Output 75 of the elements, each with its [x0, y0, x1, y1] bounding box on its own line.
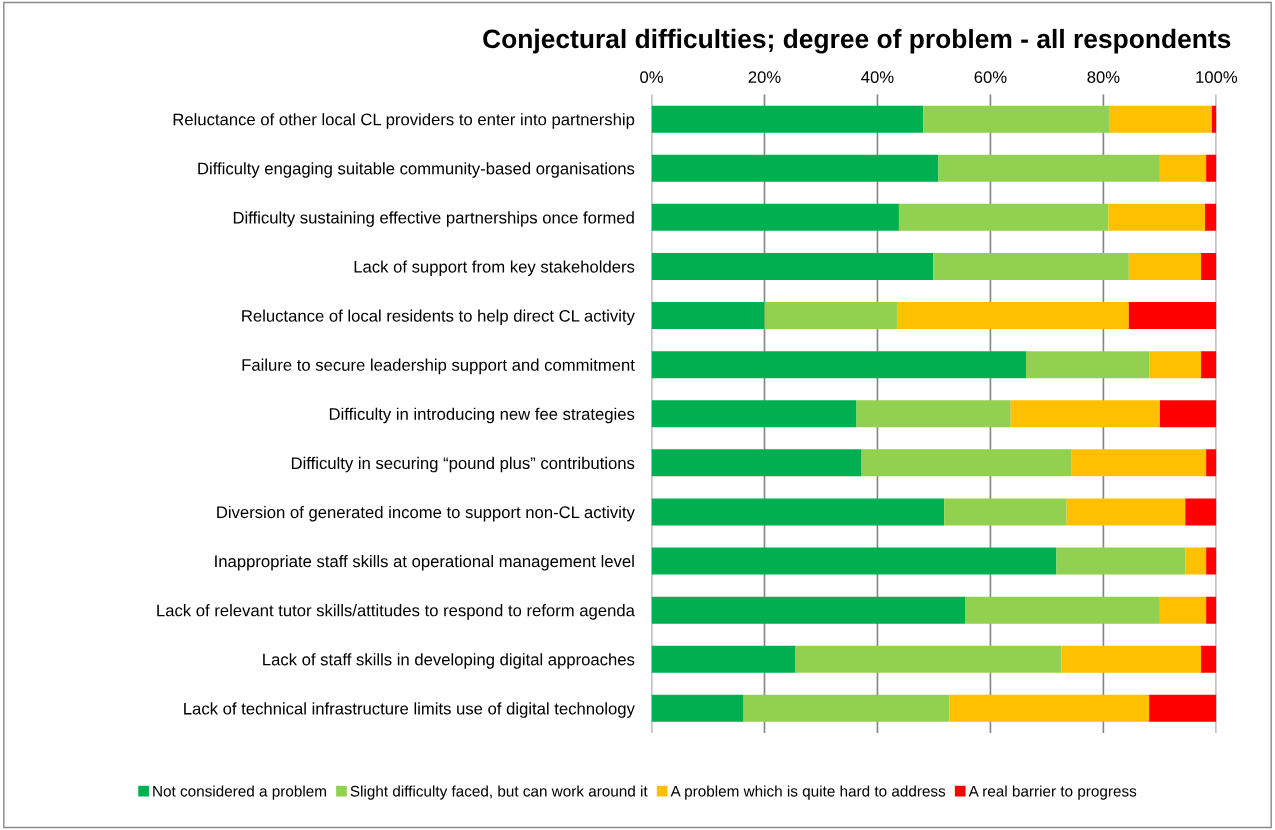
bar — [651, 203, 899, 231]
x-tick-label: 20% — [748, 71, 781, 83]
bar — [1066, 498, 1186, 526]
bar — [1206, 547, 1217, 575]
legend-label: A problem which is quite hard to address — [670, 785, 946, 800]
y-tick-label: Lack of staff skills in developing digital approaches — [263, 653, 635, 669]
x-tick-label: 0% — [640, 71, 663, 83]
bar — [1128, 302, 1217, 330]
legend-label: A real barrier to progress — [968, 785, 1137, 800]
bar — [651, 547, 1057, 575]
legend-label: Slight difficulty faced, but can work around it — [350, 785, 648, 800]
bar — [861, 449, 1072, 477]
bar — [944, 498, 1067, 526]
bar — [1108, 203, 1206, 231]
bar — [651, 105, 924, 133]
bar — [1149, 694, 1217, 722]
bar — [1201, 252, 1217, 280]
bar — [1206, 596, 1217, 624]
bar — [965, 596, 1160, 624]
y-tick-label: Lack of technical infrastructure limits use of digital technology — [184, 702, 635, 718]
bar — [1206, 154, 1217, 182]
y-tick-label: Lack of relevant tutor skills/attitudes to respond to reform agenda — [157, 604, 635, 620]
bar — [1159, 400, 1217, 428]
bar — [651, 498, 945, 526]
bar — [1185, 498, 1217, 526]
bar — [1159, 154, 1207, 182]
y-tick-label: Difficulty sustaining effective partnerships once formed — [233, 211, 634, 227]
y-tick-label: Difficulty engaging suitable community-based organisations — [198, 162, 635, 178]
x-tick-label: 40% — [861, 71, 894, 83]
y-tick-label: Difficulty in introducing new fee strategies — [329, 407, 635, 424]
bar — [1159, 596, 1207, 624]
bar — [1071, 449, 1207, 477]
y-tick-label: Inappropriate staff skills at operational management level — [215, 555, 634, 571]
bar — [1026, 351, 1150, 379]
bar — [651, 596, 965, 624]
bar — [651, 400, 857, 428]
bar — [651, 252, 934, 280]
bar — [938, 154, 1160, 182]
bar — [1010, 400, 1160, 428]
y-tick-label: Reluctance of other local CL providers to enter into partnership — [173, 113, 635, 129]
chart-title: Conjectural difficulties; degree of problem - all respondents — [483, 28, 1231, 54]
y-tick-label: Difficulty in securing “pound plus” contributions — [291, 456, 635, 473]
bar — [651, 302, 765, 330]
legend-label: Not considered a problem — [153, 785, 326, 800]
bar — [764, 302, 898, 330]
bar — [1201, 645, 1217, 673]
bar — [1149, 351, 1202, 379]
bar — [1128, 252, 1202, 280]
bar — [795, 645, 1062, 673]
bar — [1201, 351, 1217, 379]
bar — [743, 694, 950, 722]
bar — [933, 252, 1129, 280]
y-tick-label: Diversion of generated income to support non-CL activity — [217, 505, 635, 522]
x-tick-label: 60% — [974, 71, 1007, 83]
x-tick-label: 100% — [1196, 71, 1238, 83]
bar — [651, 449, 862, 477]
bar — [1109, 105, 1212, 133]
y-tick-label: Failure to secure leadership support and commitment — [242, 358, 635, 375]
bar — [949, 694, 1150, 722]
y-tick-label: Reluctance of local residents to help direct CL activity — [242, 309, 635, 326]
bar — [898, 203, 1109, 231]
bar — [856, 400, 1011, 428]
x-tick-label: 80% — [1087, 71, 1120, 83]
bar — [1056, 547, 1186, 575]
bar — [1206, 449, 1217, 477]
bar — [651, 154, 939, 182]
bar — [651, 645, 796, 673]
bar — [1061, 645, 1202, 673]
bar — [651, 351, 1026, 379]
bar — [651, 694, 744, 722]
bar — [923, 105, 1110, 133]
bar — [897, 302, 1129, 330]
y-tick-label: Lack of support from key stakeholders — [354, 260, 635, 276]
bar — [1185, 547, 1207, 575]
bar — [1205, 203, 1217, 231]
